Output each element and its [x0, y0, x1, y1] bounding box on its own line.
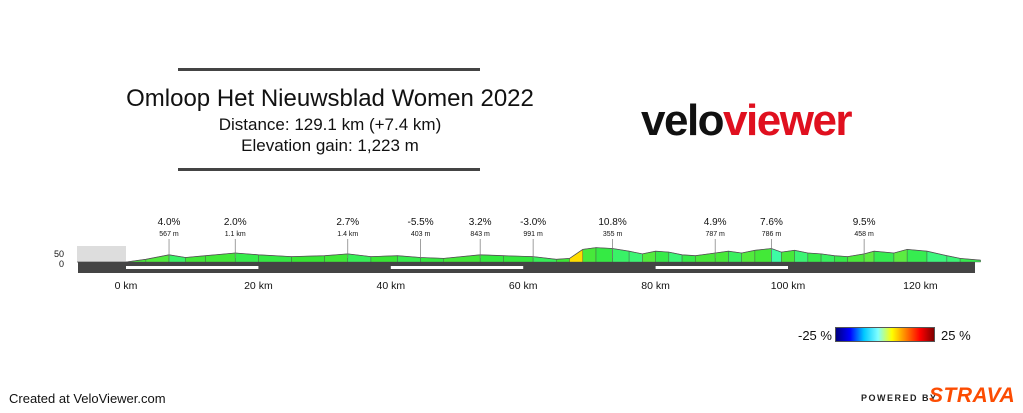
climb-gradient-label: 2.7%: [336, 217, 359, 228]
climb-length-label: 567 m: [159, 231, 179, 238]
distance-text: Distance: 129.1 km (+7.4 km): [218, 115, 442, 134]
profile-segment: [926, 250, 948, 263]
legend-max-label: 25 %: [941, 328, 971, 343]
climb-gradient-label: 4.0%: [158, 217, 181, 228]
elevation-gain-text: Elevation gain: 1,223 m: [241, 136, 419, 155]
profile-segment: [582, 247, 597, 263]
climb-gradient-label: 9.5%: [853, 217, 876, 228]
profile-segment: [569, 249, 583, 263]
profile-segment: [655, 250, 670, 263]
climb-gradient-label: -3.0%: [520, 217, 546, 228]
x-tick-label: 80 km: [641, 280, 670, 292]
created-at-text: Created at VeloViewer.com: [9, 391, 166, 406]
climb-gradient-label: -5.5%: [408, 217, 434, 228]
climb-length-label: 1.4 km: [337, 231, 358, 238]
neutral-zone: [77, 246, 126, 262]
climb-length-label: 787 m: [705, 231, 725, 238]
climb-length-label: 991 m: [523, 231, 543, 238]
elevation-profile-layer: [77, 246, 981, 263]
y-tick-label: 0: [59, 259, 64, 269]
strava-logo: STRAVA: [929, 384, 1016, 407]
profile-segment: [754, 248, 772, 263]
distance-band-marker: [390, 266, 524, 269]
climb-gradient-label: 4.9%: [704, 217, 727, 228]
climb-gradient-label: 7.6%: [760, 217, 783, 228]
x-tick-label: 20 km: [244, 280, 273, 292]
x-tick-label: 0 km: [115, 280, 138, 292]
climb-gradient-label: 3.2%: [469, 217, 492, 228]
climb-length-label: 1.1 km: [225, 231, 246, 238]
title-rule-top: [178, 68, 480, 71]
distance-band-marker: [655, 266, 788, 269]
x-tick-label: 120 km: [903, 280, 938, 292]
x-tick-label: 60 km: [509, 280, 538, 292]
climb-length-label: 458 m: [854, 231, 874, 238]
profile-segment: [443, 254, 481, 263]
logo-velo: velo: [641, 96, 725, 145]
profile-outline: [77, 247, 981, 263]
powered-by-text: POWERED BY: [861, 393, 938, 403]
x-tick-label: 40 km: [377, 280, 406, 292]
climb-gradient-label: 10.8%: [598, 217, 626, 228]
climb-length-label: 403 m: [411, 231, 431, 238]
title-block: Omloop Het Nieuwsblad Women 2022 Distanc…: [100, 84, 560, 156]
legend-min-label: -25 %: [798, 328, 832, 343]
climb-labels-layer: 4.0% 567 m 2.0% 1.1 km 2.7% 1.4 km -5.5% 403 m 3…: [158, 217, 876, 258]
profile-segment: [807, 252, 822, 263]
logo-viewer: viewer: [723, 96, 852, 145]
profile-segment: [595, 247, 613, 263]
climb-gradient-label: 2.0%: [224, 217, 247, 228]
climb-length-label: 786 m: [762, 231, 782, 238]
climb-length-label: 843 m: [470, 231, 490, 238]
distance-band: [78, 262, 975, 273]
profile-segment: [532, 256, 557, 263]
x-tick-label: 100 km: [771, 280, 806, 292]
title-rule-bottom: [178, 168, 480, 171]
climb-length-label: 355 m: [603, 231, 623, 238]
veloviewer-logo: veloviewer: [641, 96, 853, 146]
chart-title: Omloop Het Nieuwsblad Women 2022: [126, 85, 534, 112]
distance-axis-layer: 500 0 km 20 km 40 km 60 km 80 km 100 km 120 km: [54, 249, 975, 292]
distance-band-marker: [126, 266, 259, 269]
gradient-legend-bar: [835, 327, 935, 342]
y-tick-label: 50: [54, 249, 64, 259]
